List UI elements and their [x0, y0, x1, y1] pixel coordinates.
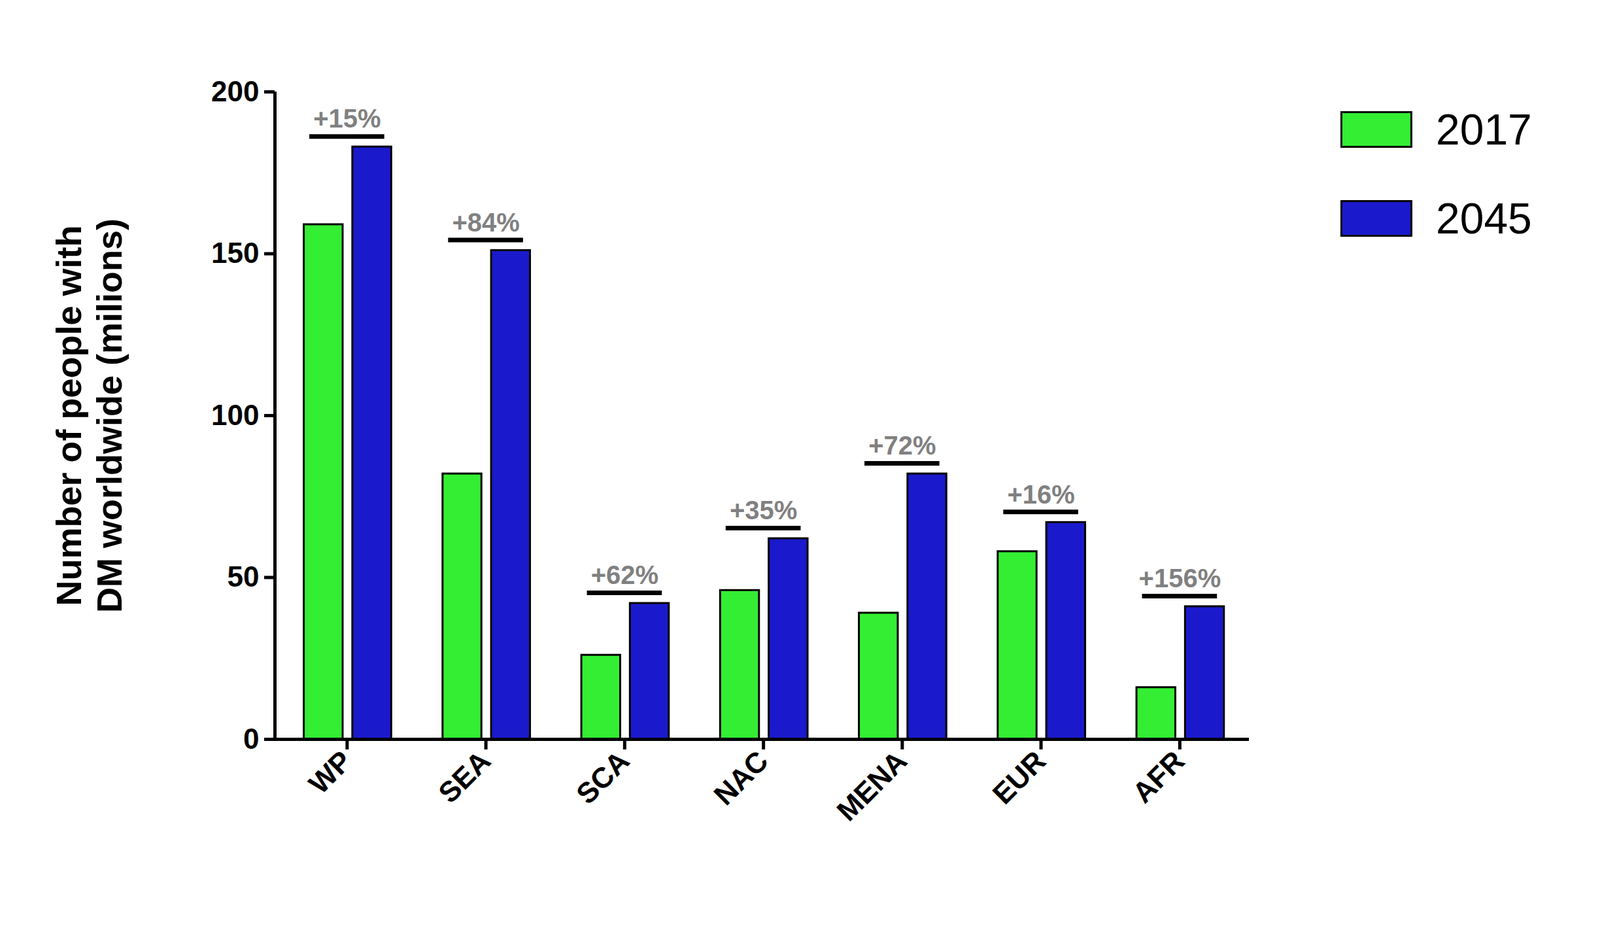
html-text:2017: 2017: [1435, 105, 1532, 154]
svg-text:AFR: AFR: [1125, 744, 1191, 809]
svg-text:0: 0: [243, 722, 259, 755]
svg-text:+156%: +156%: [1139, 563, 1222, 593]
svg-text:+15%: +15%: [313, 103, 381, 133]
html-text:2045: 2045: [1435, 194, 1532, 243]
svg-text:200: 200: [211, 75, 259, 108]
svg-text:WP: WP: [302, 744, 358, 800]
svg-text:NAC: NAC: [707, 744, 775, 811]
svg-text:+62%: +62%: [591, 560, 659, 590]
svg-text:+72%: +72%: [868, 430, 936, 460]
svg-text:+84%: +84%: [451, 207, 520, 237]
svg-text:SEA: SEA: [432, 744, 497, 809]
svg-text:Number of people withDM worldw: Number of people withDM worldwide (milio…: [49, 218, 129, 613]
svg-text:100: 100: [211, 398, 259, 431]
svg-text:+35%: +35%: [729, 495, 798, 525]
svg-text:150: 150: [211, 236, 259, 269]
svg-text:EUR: EUR: [986, 744, 1052, 810]
svg-text:50: 50: [227, 560, 260, 593]
svg-text:+16%: +16%: [1006, 479, 1075, 509]
svg-text:SCA: SCA: [569, 744, 635, 810]
svg-text:MENA: MENA: [830, 744, 913, 827]
